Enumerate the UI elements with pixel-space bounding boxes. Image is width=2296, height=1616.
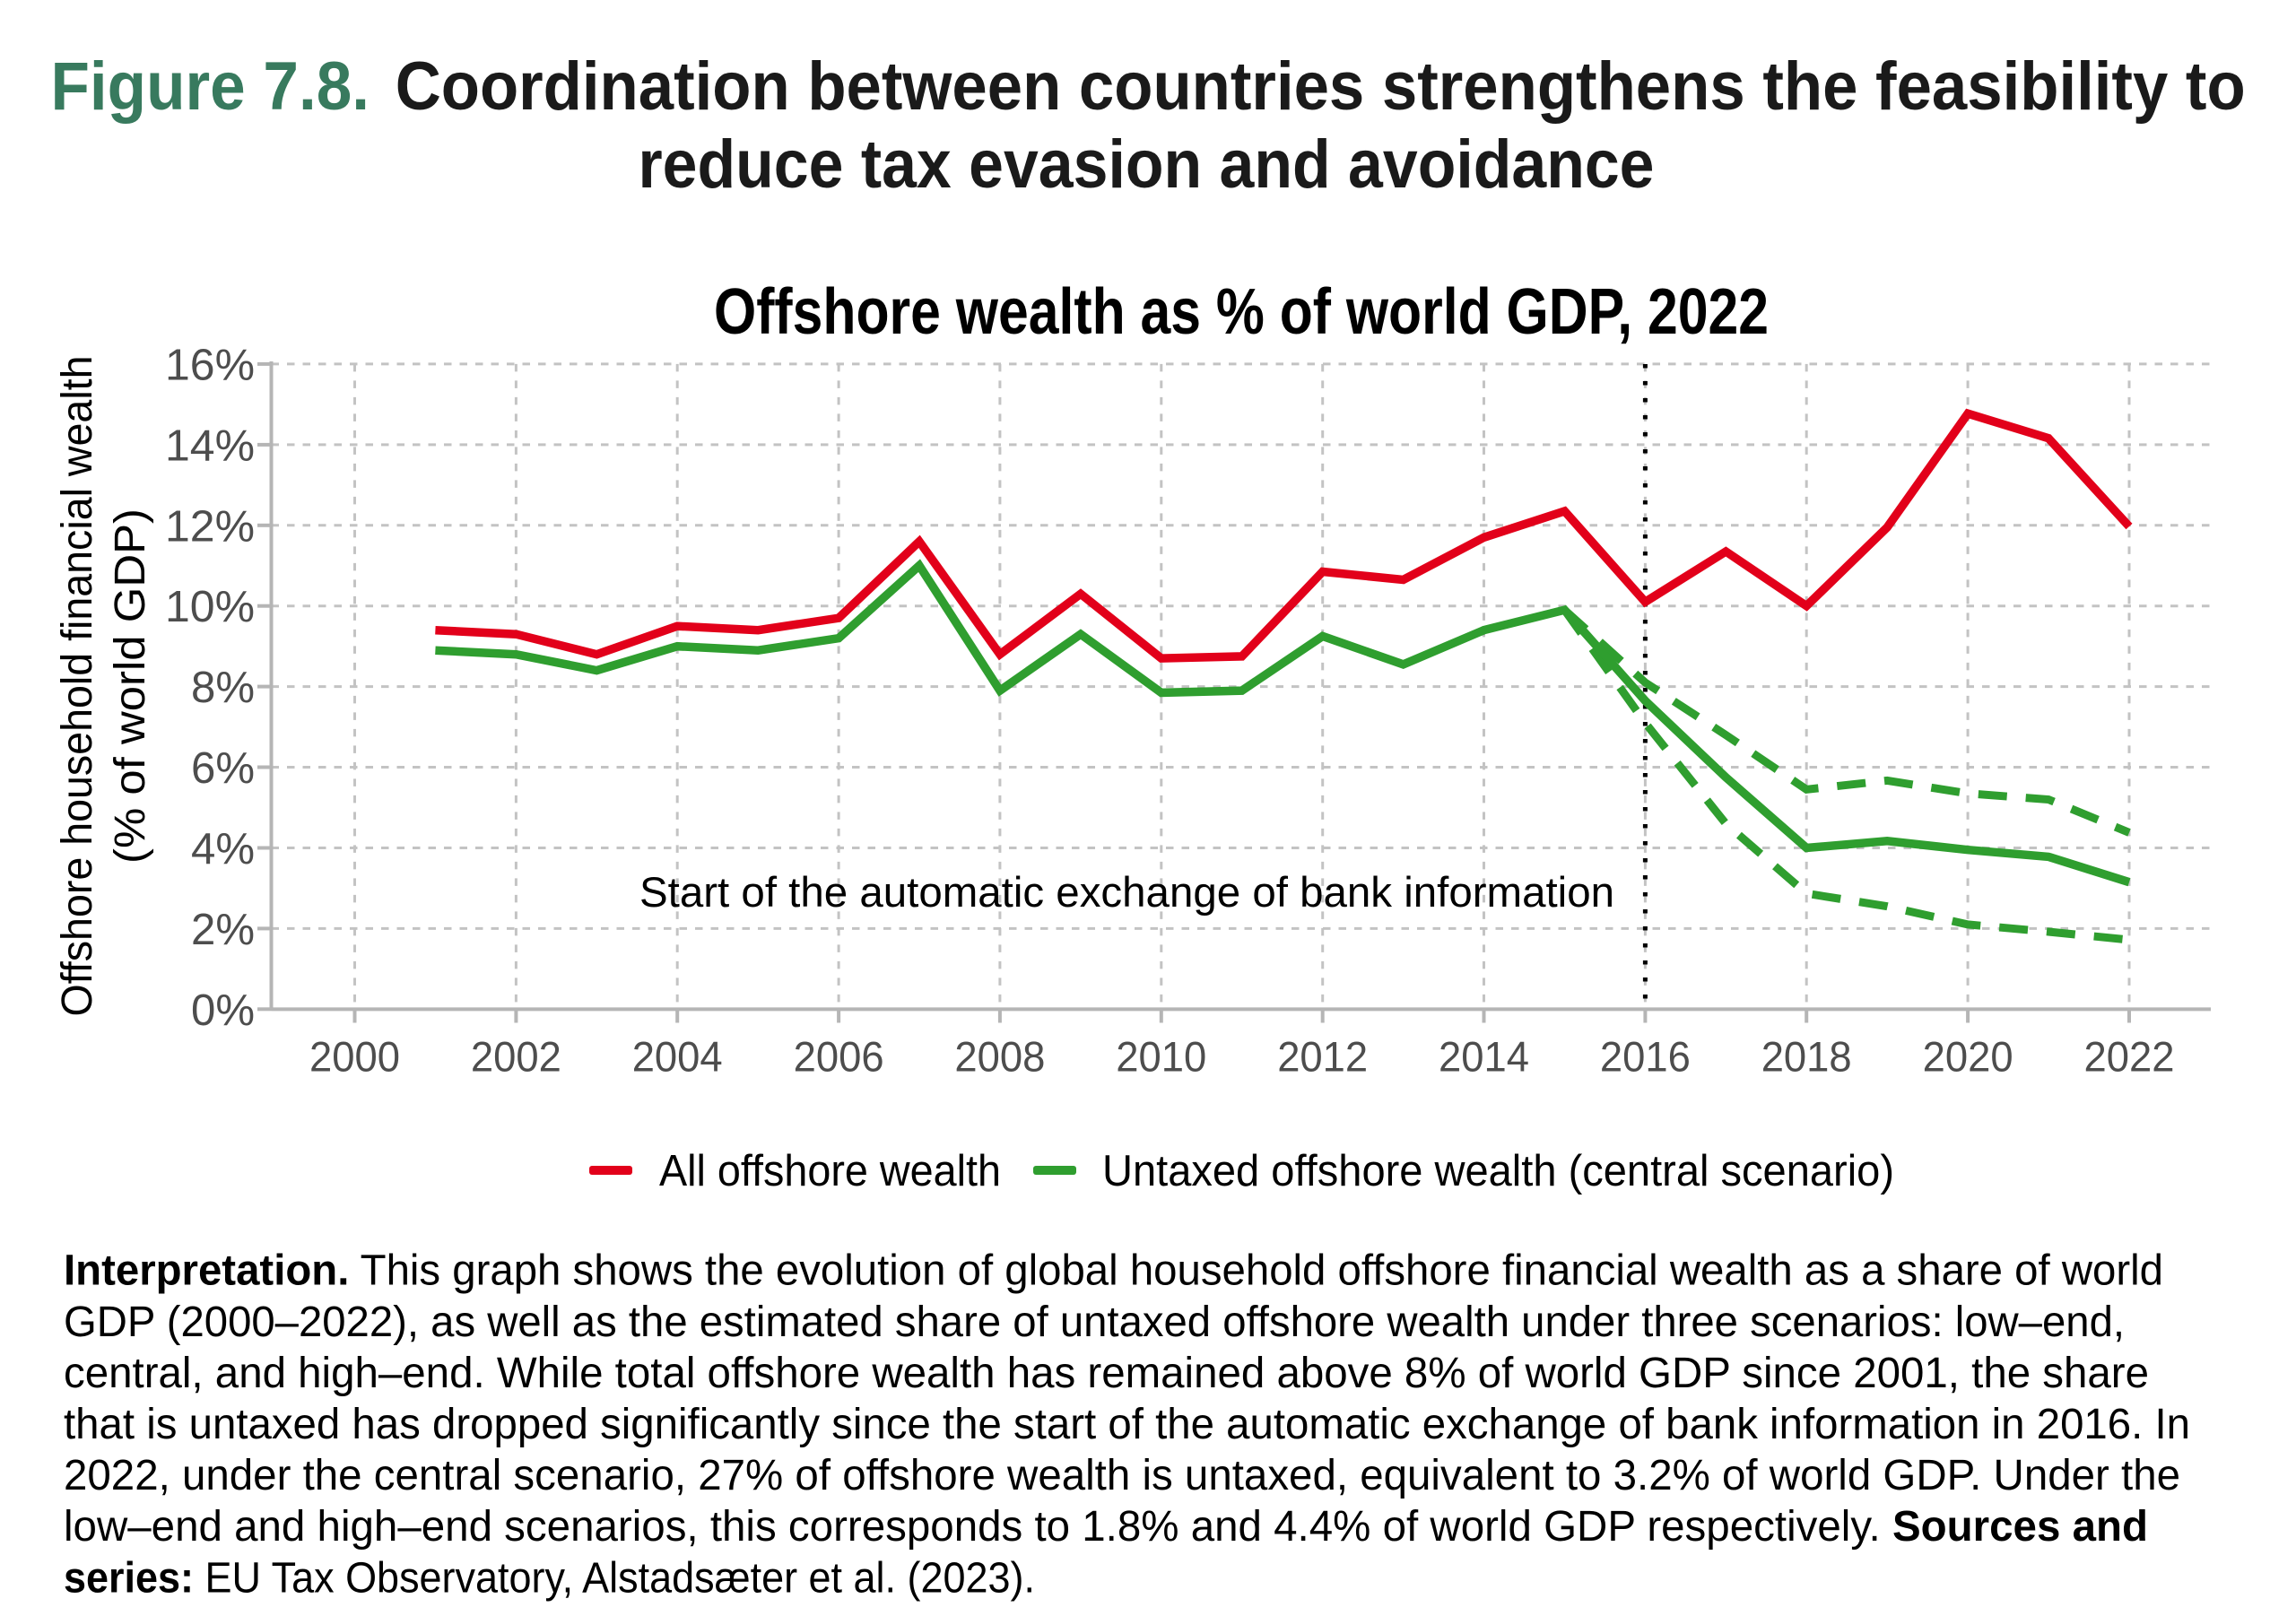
svg-text:0%: 0% xyxy=(191,986,255,1035)
svg-text:(% of world GDP): (% of world GDP) xyxy=(107,508,154,864)
svg-text:2%: 2% xyxy=(191,906,255,954)
svg-text:14%: 14% xyxy=(165,421,255,470)
svg-text:2004: 2004 xyxy=(632,1033,723,1081)
svg-text:2002: 2002 xyxy=(471,1033,561,1081)
svg-text:Offshore household financial w: Offshore household financial wealth xyxy=(54,356,101,1017)
svg-text:central, and high–end. While t: central, and high–end. While total offsh… xyxy=(64,1350,2149,1397)
svg-text:Start of the automatic exchang: Start of the automatic exchange of bank … xyxy=(639,868,1614,916)
svg-text:2006: 2006 xyxy=(794,1033,884,1081)
svg-text:2022, under the central scenar: 2022, under the central scenario, 27% of… xyxy=(64,1452,2180,1499)
svg-text:16%: 16% xyxy=(165,341,255,389)
svg-text:8%: 8% xyxy=(191,664,255,712)
svg-text:GDP (2000–2022), as well as th: GDP (2000–2022), as well as the estimate… xyxy=(64,1299,2125,1346)
svg-text:2012: 2012 xyxy=(1277,1033,1368,1081)
svg-text:2016: 2016 xyxy=(1600,1033,1691,1081)
svg-text:All offshore wealth: All offshore wealth xyxy=(659,1147,1001,1195)
svg-text:Figure 7.8.: Figure 7.8. xyxy=(51,48,370,125)
svg-text:4%: 4% xyxy=(191,825,255,873)
svg-text:2008: 2008 xyxy=(954,1033,1045,1081)
svg-text:that is untaxed has dropped si: that is untaxed has dropped significantl… xyxy=(64,1401,2190,1448)
svg-text:2018: 2018 xyxy=(1761,1033,1852,1081)
svg-text:series: EU Tax Observatory, Al: series: EU Tax Observatory, Alstadsæter … xyxy=(64,1554,1035,1602)
svg-text:low–end and high–end scenarios: low–end and high–end scenarios, this cor… xyxy=(64,1503,2148,1551)
svg-text:2014: 2014 xyxy=(1439,1033,1529,1081)
svg-text:2000: 2000 xyxy=(309,1033,400,1081)
svg-text:Interpretation. This graph sho: Interpretation. This graph shows the evo… xyxy=(64,1247,2163,1295)
svg-text:12%: 12% xyxy=(165,502,255,551)
svg-text:2010: 2010 xyxy=(1116,1033,1206,1081)
svg-text:2022: 2022 xyxy=(2084,1033,2175,1081)
svg-text:reduce tax evasion and avoidan: reduce tax evasion and avoidance xyxy=(639,126,1655,203)
svg-text:2020: 2020 xyxy=(1923,1033,2013,1081)
svg-text:Untaxed offshore wealth (centr: Untaxed offshore wealth (central scenari… xyxy=(1102,1147,1894,1195)
svg-text:10%: 10% xyxy=(165,583,255,631)
svg-text:6%: 6% xyxy=(191,744,255,793)
svg-text:Coordination between countries: Coordination between countries strengthe… xyxy=(396,48,2246,125)
svg-text:Offshore wealth as % of world: Offshore wealth as % of world GDP, 2022 xyxy=(714,276,1769,348)
